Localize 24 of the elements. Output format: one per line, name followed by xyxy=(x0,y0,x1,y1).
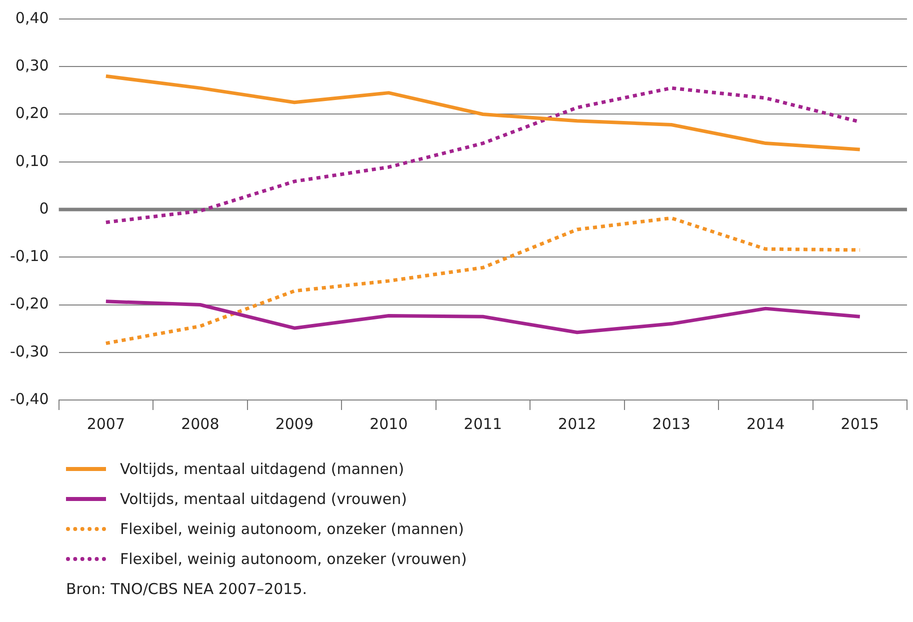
y-tick-label: 0 xyxy=(39,199,49,218)
y-tick-label: -0,20 xyxy=(10,294,49,313)
legend-label: Voltijds, mentaal uitdagend (vrouwen) xyxy=(120,490,407,508)
y-tick-label: -0,40 xyxy=(10,390,49,408)
y-tick-label: 0,30 xyxy=(15,56,49,75)
x-tick-label: 2013 xyxy=(652,414,690,433)
y-tick-label: -0,30 xyxy=(10,342,49,360)
x-tick-label: 2012 xyxy=(558,414,596,433)
y-tick-label: 0,40 xyxy=(15,8,49,27)
y-tick-label: 0,10 xyxy=(15,152,49,170)
x-tick-label: 2014 xyxy=(746,414,785,433)
x-tick-label: 2015 xyxy=(840,414,879,433)
line-series xyxy=(104,216,862,346)
legend-label: Flexibel, weinig autonoom, onzeker (mannen) xyxy=(120,520,464,538)
y-tick-label: 0,20 xyxy=(15,104,49,122)
x-tick-label: 2009 xyxy=(275,414,314,433)
legend-label: Flexibel, weinig autonoom, onzeker (vrouwen) xyxy=(120,550,467,568)
text: Bron: TNO/CBS NEA 2007–2015. xyxy=(66,580,308,598)
legend-label: Voltijds, mentaal uitdagend (mannen) xyxy=(120,460,404,478)
x-tick-label: 2007 xyxy=(86,414,126,433)
x-tick-label: 2010 xyxy=(370,414,408,433)
y-tick-label: -0,10 xyxy=(10,247,49,266)
x-tick-label: 2011 xyxy=(464,414,502,433)
x-tick-label: 2008 xyxy=(181,414,220,433)
